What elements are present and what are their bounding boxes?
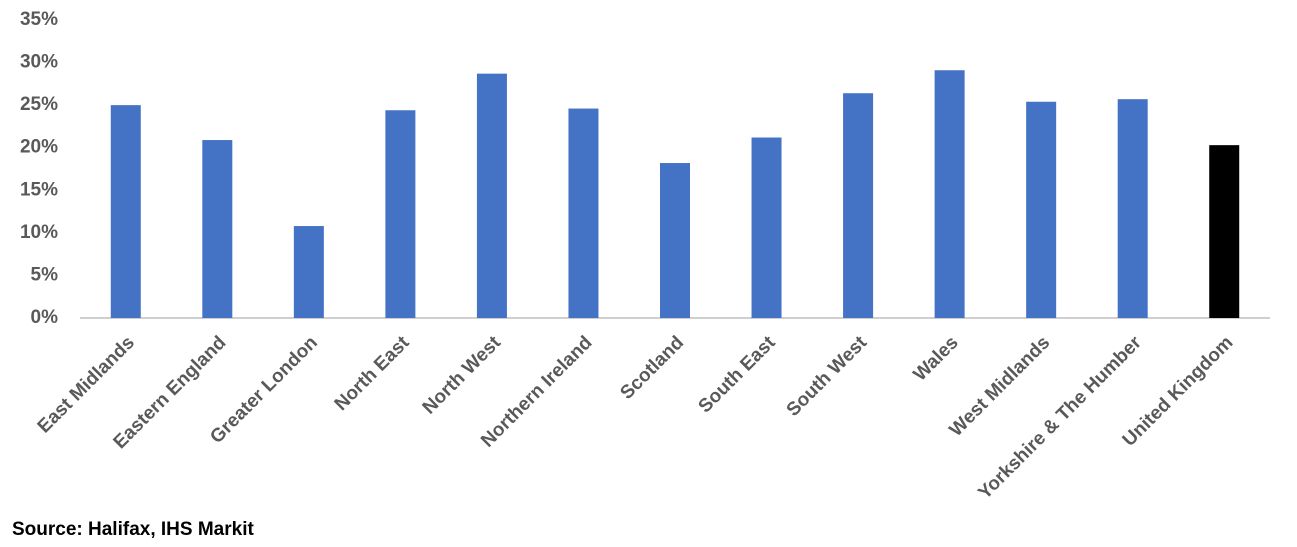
bar (843, 93, 874, 318)
bar (202, 140, 233, 318)
x-tick-label: Yorkshire & The Humber (974, 332, 1146, 504)
bar (934, 70, 965, 318)
bar (110, 105, 141, 319)
y-tick-label: 35% (20, 9, 58, 30)
x-tick-label: South East (695, 332, 780, 417)
y-tick-label: 15% (20, 179, 58, 200)
bar (751, 137, 782, 318)
y-tick-label: 25% (20, 94, 58, 115)
x-tick-label: Scotland (616, 332, 688, 404)
y-tick-label: 10% (20, 222, 58, 243)
y-tick-label: 20% (20, 137, 58, 158)
x-tick-label: North West (419, 332, 506, 419)
x-tick-label: North East (331, 332, 414, 415)
bar (1209, 145, 1240, 318)
y-tick-label: 30% (20, 52, 58, 73)
bar (293, 226, 324, 318)
bar (568, 108, 599, 318)
source-note: Source: Halifax, IHS Markit (12, 519, 254, 540)
x-tick-label: East Midlands (34, 332, 139, 437)
bar (1026, 101, 1057, 318)
y-tick-label: 0% (31, 307, 59, 328)
y-tick-label: 5% (31, 264, 59, 285)
x-tick-label: Wales (910, 332, 963, 385)
x-tick-label: South West (783, 332, 872, 421)
bar (660, 163, 690, 318)
bar (385, 110, 416, 318)
bar (476, 73, 507, 318)
bar (1117, 99, 1148, 318)
